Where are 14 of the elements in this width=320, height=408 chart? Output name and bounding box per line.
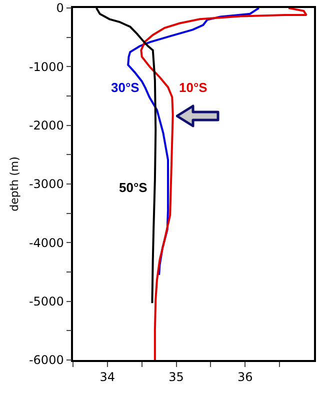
series-label: 10°S bbox=[179, 80, 208, 95]
y-axis-title: depth (m) bbox=[8, 156, 22, 212]
y-tick-label: -4000 bbox=[28, 236, 64, 250]
y-tick-label: -5000 bbox=[28, 294, 64, 309]
y-tick-label: -2000 bbox=[28, 118, 64, 133]
y-tick-label: -3000 bbox=[28, 177, 64, 192]
series-label: 30°S bbox=[111, 80, 140, 95]
series-label: 50°S bbox=[119, 180, 148, 195]
y-tick-label: 0 bbox=[56, 1, 64, 16]
x-tick-label: 34 bbox=[100, 370, 116, 384]
y-tick-label: -1000 bbox=[28, 60, 64, 74]
y-tick-label: -6000 bbox=[28, 353, 64, 368]
x-tick-label: 36 bbox=[238, 370, 253, 384]
x-tick-label: 35 bbox=[168, 370, 184, 384]
